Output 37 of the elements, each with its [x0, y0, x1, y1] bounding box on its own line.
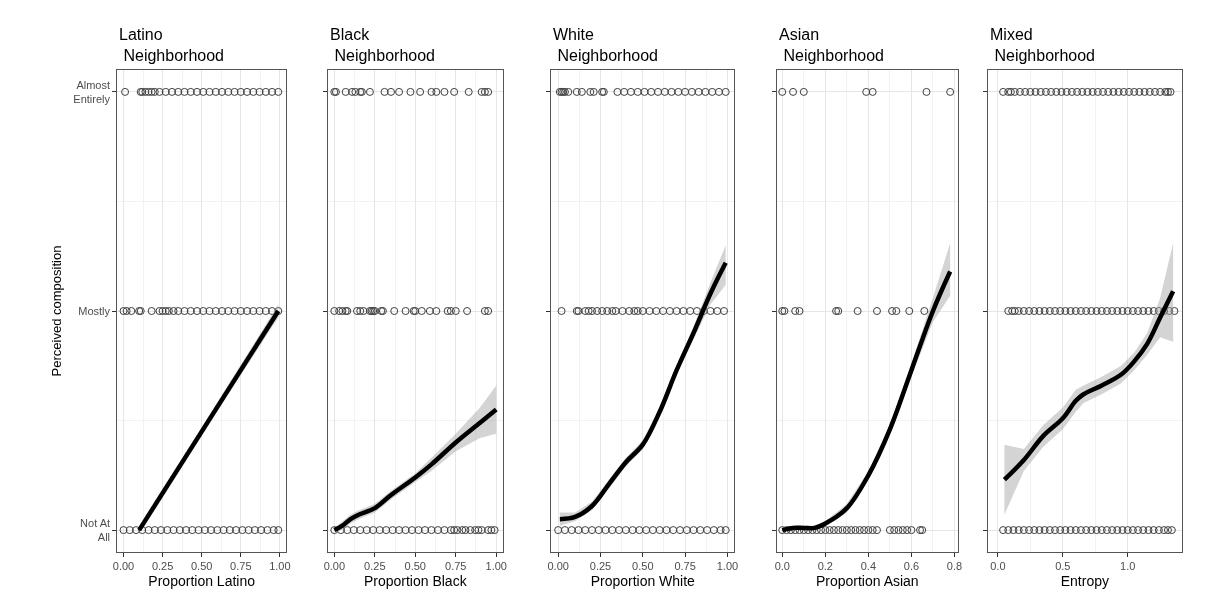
x-tick-label: 0.25	[589, 560, 612, 573]
x-tick-label: 0.50	[404, 560, 426, 573]
x-tick-label: 0.4	[860, 560, 877, 573]
x-axis-title: Proportion White	[590, 572, 696, 589]
x-axis-title: Proportion Latino	[148, 572, 256, 589]
x-tick-label: 0.5	[1055, 560, 1071, 573]
category-label: Mostly	[78, 304, 111, 317]
chart-title: Latino Neighborhood	[119, 26, 224, 64]
x-tick-label: 1.00	[485, 560, 507, 573]
x-tick-label: 0.50	[190, 560, 213, 573]
chart-title: Asian Neighborhood	[779, 26, 884, 64]
x-tick-label: 0.25	[364, 560, 386, 573]
x-tick-label: 0.00	[323, 560, 346, 573]
x-tick-label: 1.00	[269, 560, 291, 573]
chart-title: Mixed Neighborhood	[990, 26, 1095, 64]
x-tick-label: 0.6	[903, 560, 920, 573]
x-tick-label: 0.75	[674, 560, 696, 573]
x-axis-title: Proportion Asian	[815, 572, 919, 589]
x-tick-label: 0.2	[817, 560, 833, 573]
x-tick-label: 1.00	[716, 560, 739, 573]
x-tick-label: 1.0	[1120, 560, 1136, 573]
category-label: Not At All	[80, 516, 111, 544]
x-tick-label: 0.00	[547, 560, 569, 573]
chart-title: Black Neighborhood	[330, 26, 435, 64]
x-tick-label: 0.75	[445, 560, 467, 573]
x-tick-label: 0.25	[151, 560, 174, 573]
x-tick-label: 0.75	[230, 560, 252, 573]
category-label: Almost Entirely	[73, 78, 111, 105]
x-tick-label: 0.50	[632, 560, 654, 573]
x-axis-title: Proportion Black	[363, 572, 468, 589]
x-tick-label: 0.8	[946, 560, 963, 573]
x-tick-label: 0.00	[112, 560, 135, 573]
x-tick-label: 0.0	[774, 560, 790, 573]
chart-title: White Neighborhood	[553, 26, 658, 64]
x-tick-label: 0.0	[990, 560, 1006, 573]
x-axis-title: Entropy	[1060, 572, 1109, 589]
y-axis-title: Perceived composition	[49, 245, 65, 377]
